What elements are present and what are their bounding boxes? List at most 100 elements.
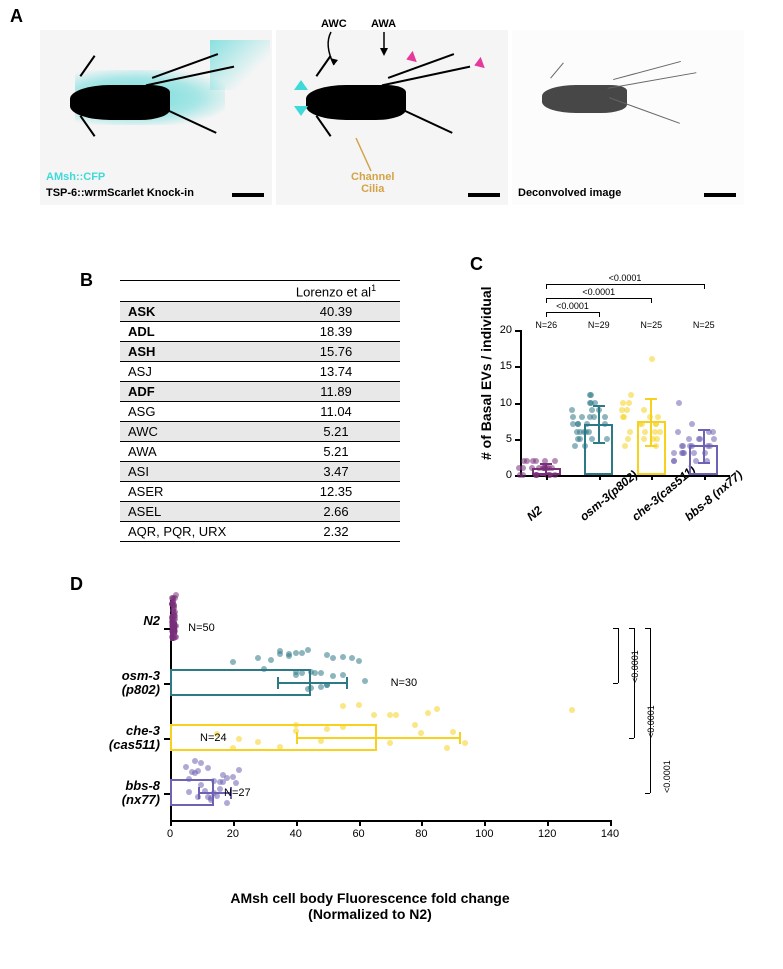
cell-value: 18.39 — [272, 322, 400, 342]
channel-leader — [341, 133, 391, 173]
pink-arrowhead-2 — [472, 57, 485, 71]
awa-arrow — [376, 30, 396, 60]
cell-value: 2.32 — [272, 522, 400, 542]
cfp-signal-2 — [210, 40, 270, 90]
group-label: osm-3(p802) — [70, 669, 160, 698]
deconvolved-label: Deconvolved image — [518, 187, 621, 199]
n-label: N=29 — [581, 320, 617, 330]
group-label: bbs-8(nx77) — [70, 779, 160, 808]
cell-value: 3.47 — [272, 462, 400, 482]
xtick-label: 20 — [221, 828, 245, 840]
xtick-label: 60 — [347, 828, 371, 840]
n-label: N=50 — [188, 622, 238, 634]
awc-label: AWC — [321, 18, 347, 30]
cilium-line-3c — [609, 97, 680, 124]
sig-label: <0.0001 — [546, 273, 704, 283]
panel-d: D 020406080100120140N=50N2N=30osm-3(p802… — [70, 580, 710, 950]
cell-label: ASI — [120, 462, 272, 482]
n-label: N=25 — [633, 320, 669, 330]
cell-label: ADL — [120, 322, 272, 342]
cell-value: 12.35 — [272, 482, 400, 502]
micrograph-1: AMsh::CFP TSP-6::wrmScarlet Knock-in — [40, 30, 272, 205]
cell-label: ASER — [120, 482, 272, 502]
group-label: N2 — [70, 614, 160, 628]
table-row: AQR, PQR, URX2.32 — [120, 522, 400, 542]
ytick-label: 0 — [490, 469, 512, 481]
table-row: ASK40.39 — [120, 302, 400, 322]
awa-label: AWA — [371, 18, 396, 30]
n-label: N=26 — [528, 320, 564, 330]
cell-label: ADF — [120, 382, 272, 402]
awc-arrow — [316, 30, 346, 70]
cell-label: ASEL — [120, 502, 272, 522]
panel-a: A AMsh::CFP TSP-6::wrmScarlet Knock-in — [10, 10, 773, 230]
expression-table: Lorenzo et al1 ASK40.39ADL18.39ASH15.76A… — [120, 280, 400, 542]
chart-d-xlabel: AMsh cell body Fluorescence fold change … — [120, 890, 620, 922]
scalebar-3 — [704, 193, 736, 197]
cell-value: 13.74 — [272, 362, 400, 382]
table-row: ASJ13.74 — [120, 362, 400, 382]
xtick-label: 80 — [409, 828, 433, 840]
n-label: N=25 — [686, 320, 722, 330]
panel-a-label: A — [10, 6, 23, 27]
cell-value: 2.66 — [272, 502, 400, 522]
cell-value: 11.89 — [272, 382, 400, 402]
tsp6-label: TSP-6::wrmScarlet Knock-in — [46, 187, 194, 199]
panel-b-label: B — [80, 270, 93, 291]
cilium-line-3b — [608, 72, 697, 89]
cyan-arrowhead-2 — [294, 106, 308, 116]
cell-label: AWA — [120, 442, 272, 462]
sig-label: <0.0001 — [546, 287, 651, 297]
cell-label: ASK — [120, 302, 272, 322]
cell-value: 40.39 — [272, 302, 400, 322]
channel-cilia-label: Channel Cilia — [351, 171, 394, 195]
cell-value: 11.04 — [272, 402, 400, 422]
n-label: N=30 — [391, 677, 441, 689]
xtick-label: 40 — [284, 828, 308, 840]
table-row: AWA5.21 — [120, 442, 400, 462]
panel-c: C 05101520N=26N2N=29osm-3(p802)N=25che-3… — [460, 260, 750, 550]
sig-label: <0.0001 — [646, 705, 656, 738]
panel-d-label: D — [70, 574, 83, 595]
micrograph-3: Deconvolved image — [512, 30, 744, 205]
table-row: ADF11.89 — [120, 382, 400, 402]
xtick-label: 100 — [472, 828, 496, 840]
table-row: ASH15.76 — [120, 342, 400, 362]
xtick-label: 120 — [535, 828, 559, 840]
sig-label: <0.0001 — [630, 650, 640, 683]
scalebar-2 — [468, 193, 500, 197]
xtick-label: 0 — [158, 828, 182, 840]
chart-c-ylabel: # of Basal EVs / individual — [478, 287, 494, 461]
table-row: AWC5.21 — [120, 422, 400, 442]
chart-d-area: 020406080100120140N=50N2N=30osm-3(p802)N… — [170, 600, 670, 860]
micrograph-row: AMsh::CFP TSP-6::wrmScarlet Knock-in AWC… — [40, 30, 744, 205]
cell-label: AWC — [120, 422, 272, 442]
cyan-arrowhead-1 — [294, 80, 308, 90]
cell-label: ASG — [120, 402, 272, 422]
cilium-line-3d — [550, 63, 564, 79]
chart-c-area: 05101520N=26N2N=29osm-3(p802)N=25che-3(c… — [520, 275, 730, 475]
sig-label: <0.0001 — [662, 760, 672, 793]
pink-arrowhead-1 — [404, 51, 417, 65]
table-row: ASI3.47 — [120, 462, 400, 482]
cell-label: ASJ — [120, 362, 272, 382]
sig-label: <0.0001 — [546, 301, 599, 311]
cell-value: 5.21 — [272, 442, 400, 462]
amsh-cfp-label: AMsh::CFP — [46, 171, 105, 183]
n-label: N=27 — [224, 787, 274, 799]
panel-c-label: C — [470, 254, 483, 275]
table-row: ADL18.39 — [120, 322, 400, 342]
cell-value: 5.21 — [272, 422, 400, 442]
cell-label: ASH — [120, 342, 272, 362]
table-row: ASG11.04 — [120, 402, 400, 422]
table-header-ref: Lorenzo et al1 — [272, 281, 400, 302]
micrograph-2: AWC AWA Channel Cilia — [276, 30, 508, 205]
panel-b: B Lorenzo et al1 ASK40.39ADL18.39ASH15.7… — [120, 280, 400, 542]
xtick-label: 140 — [598, 828, 622, 840]
table-row: ASEL2.66 — [120, 502, 400, 522]
cell-value: 15.76 — [272, 342, 400, 362]
cell-label: AQR, PQR, URX — [120, 522, 272, 542]
scalebar-1 — [232, 193, 264, 197]
group-label: che-3(cas511) — [70, 724, 160, 753]
n-label: N=24 — [200, 732, 250, 744]
